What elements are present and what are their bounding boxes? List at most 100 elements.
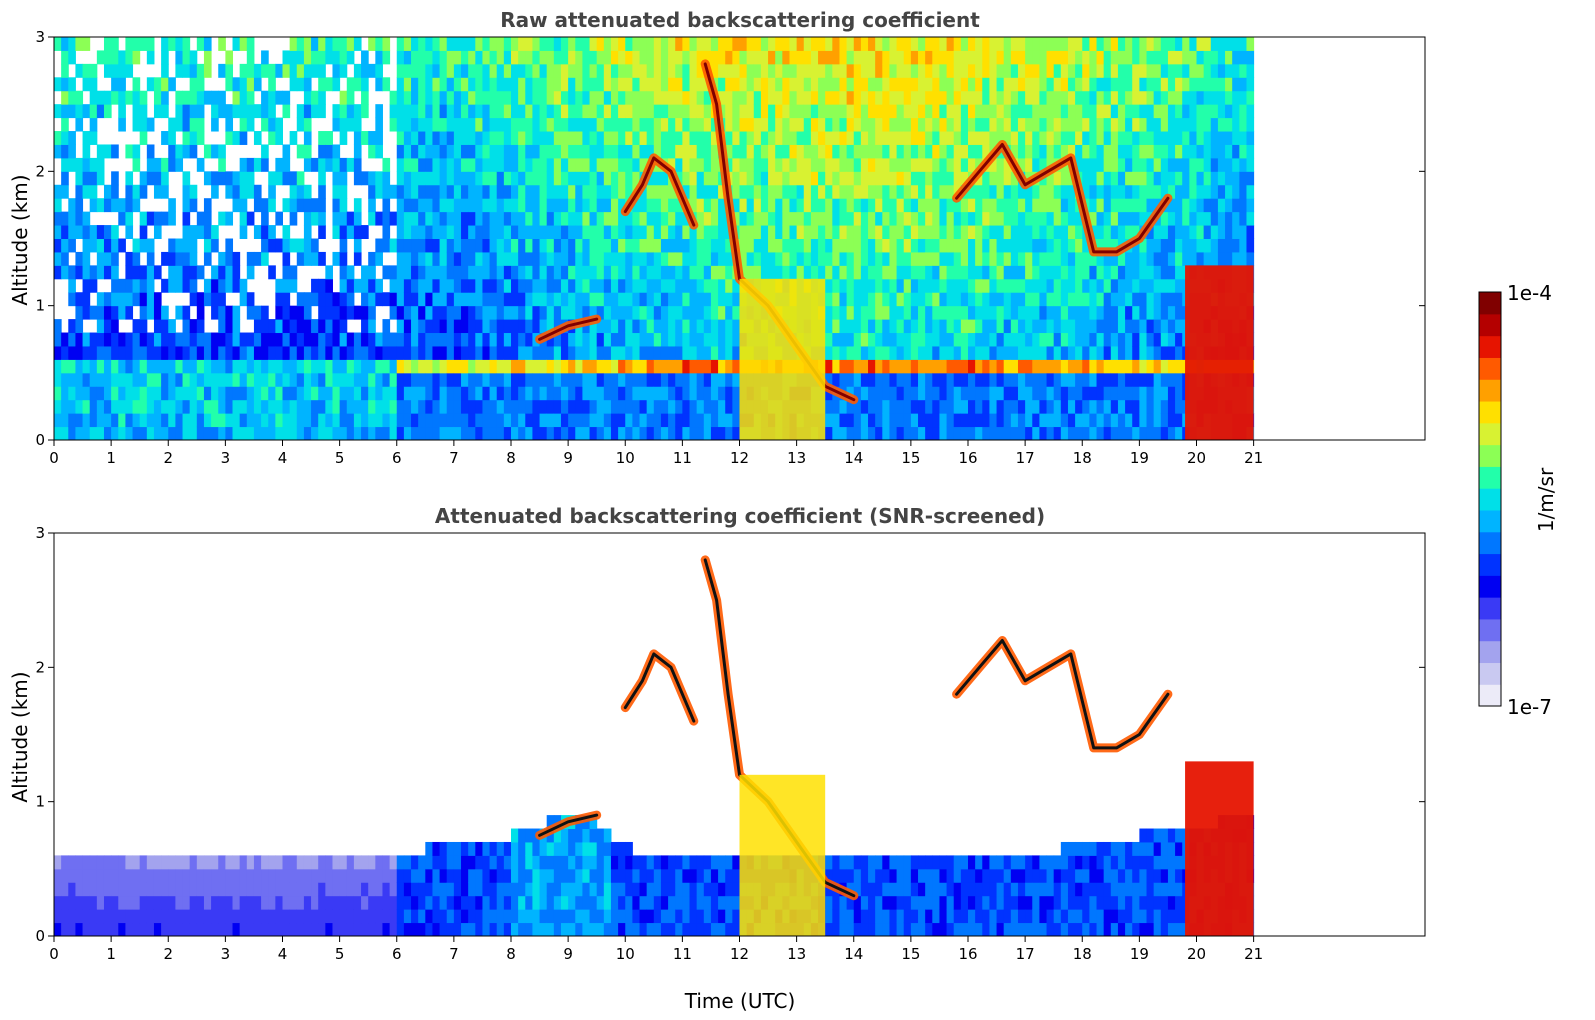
heatmap-cell [475,63,483,78]
heatmap-cell [875,386,883,401]
heatmap-cell [596,117,605,132]
heatmap-cell [175,372,184,387]
heatmap-cell [461,372,469,387]
heatmap-cell [253,386,262,401]
heatmap-cell [639,305,648,320]
heatmap-cell [1032,305,1040,320]
heatmap-cell [461,305,469,320]
heatmap-cell [518,184,526,199]
heatmap-cell [1053,305,1062,320]
heatmap-cell [1046,104,1055,119]
heatmap-cell [118,238,126,253]
heatmap-cell [1096,278,1105,293]
heatmap-cell [1017,238,1026,253]
heatmap-cell [311,386,319,401]
heatmap-cell [932,386,940,401]
heatmap-cell [1060,319,1069,334]
heatmap-cell [382,157,391,172]
heatmap-cell [482,211,491,226]
heatmap-cell [960,372,969,387]
heatmap-cell [560,157,569,172]
heatmap-cell [689,184,698,199]
heatmap-cell [903,386,912,401]
heatmap-cell [1003,63,1012,78]
heatmap-cell [54,37,62,51]
heatmap-cell [275,345,283,360]
heatmap-cell [368,211,376,226]
heatmap-cell [682,305,691,320]
heatmap-cell [189,386,198,401]
heatmap-cell [675,332,683,347]
heatmap-cell [546,171,555,186]
heatmap-cell [653,292,662,307]
heatmap-cell [910,251,919,266]
heatmap-cell [289,265,298,280]
heatmap-cell [225,63,234,78]
heatmap-cell [232,345,241,360]
heatmap-cell [832,90,840,105]
heatmap-cell [560,184,569,199]
heatmap-cell [568,131,576,145]
heatmap-cell [582,144,591,159]
heatmap-cell [675,265,683,280]
heatmap-cell [732,386,740,401]
heatmap-cell [403,305,412,320]
heatmap-cell [925,251,933,266]
heatmap-cell [1053,332,1062,347]
heatmap-cell [303,305,312,320]
heatmap-cell [1189,50,1197,65]
heatmap-cell [289,345,298,360]
heatmap-cell [768,211,776,226]
heatmap-cell [903,63,912,78]
x-tick-label: 19 [1130,449,1149,467]
heatmap-cell [560,426,569,441]
heatmap-cell [203,211,212,226]
heatmap-cell [1196,211,1205,226]
heatmap-cell [1075,157,1083,172]
heatmap-cell [1182,63,1190,78]
heatmap-cell [203,359,212,374]
heatmap-cell [910,399,919,414]
heatmap-cell [496,157,505,172]
heatmap-cell [89,413,98,428]
heatmap-cell [511,372,519,387]
heatmap-cell [1046,278,1055,293]
heatmap-cell [896,278,905,293]
heatmap-cell [896,292,905,307]
heatmap-cell [89,882,98,897]
heatmap-cell [68,426,76,441]
heatmap-cell [82,184,91,199]
heatmap-cell [518,63,526,78]
heatmap-cell [539,77,548,92]
heatmap-cell [1003,251,1012,266]
heatmap-cell [739,37,748,51]
heatmap-cell [953,37,962,51]
heatmap-cell [1025,372,1033,387]
heatmap-cell [261,413,269,428]
heatmap-cell [1032,144,1040,159]
heatmap-cell [846,399,855,414]
heatmap-cell [511,278,519,293]
heatmap-cell [775,63,783,78]
heatmap-cell [468,157,476,172]
heatmap-cell [732,211,740,226]
heatmap-cell [61,157,69,172]
heatmap-cell [896,198,905,213]
heatmap-cell [196,386,205,401]
heatmap-cell [882,372,890,387]
heatmap-cell [1153,171,1162,186]
heatmap-cell [253,131,262,145]
heatmap-cell [503,251,512,266]
heatmap-cell [889,50,898,65]
heatmap-cell [1103,77,1112,92]
heatmap-cell [475,104,483,119]
heatmap-cell [275,131,283,145]
heatmap-cell [1225,117,1233,132]
heatmap-cell [996,37,1005,51]
heatmap-cell [932,238,940,253]
heatmap-cell [196,157,205,172]
heatmap-cell [925,332,933,347]
heatmap-cell [732,104,740,119]
heatmap-cell [718,426,726,441]
heatmap-cell [1225,171,1233,186]
